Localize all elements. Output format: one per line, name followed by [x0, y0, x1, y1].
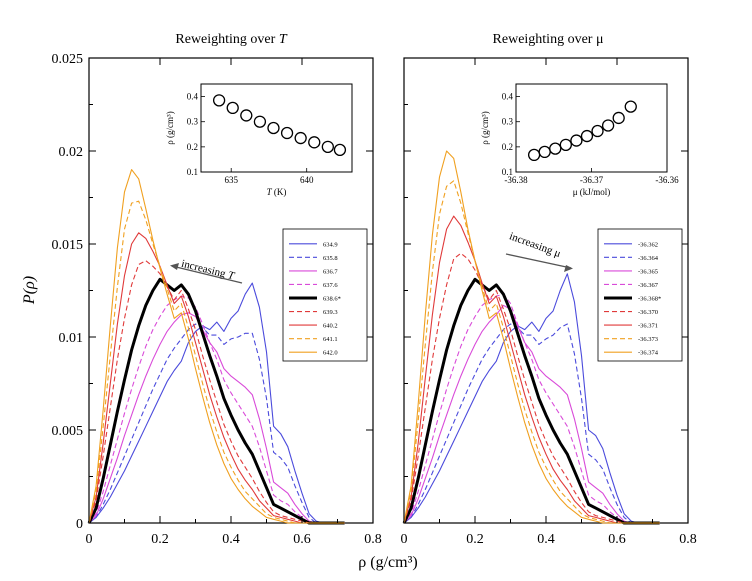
inset-y-tick-label: 0.2	[187, 142, 198, 152]
inset-point	[294, 131, 307, 145]
legend-label: 634.9	[323, 241, 338, 248]
x-tick-label: 0.2	[151, 532, 169, 547]
legend-label: -36.367	[638, 282, 659, 289]
series-line-0	[88, 282, 345, 524]
legend-label: -36.373	[638, 336, 658, 343]
inset-point	[333, 143, 347, 157]
y-tick-label: 0.005	[52, 424, 84, 439]
inset-point	[212, 94, 226, 107]
legend-label: -36.374	[638, 350, 659, 357]
y-tick-label: 0	[76, 517, 83, 532]
y-axis-title: P(ρ)	[21, 276, 38, 305]
inset-y-label: ρ (g/cm³)	[480, 111, 490, 144]
x-tick-label: 0	[86, 532, 93, 547]
x-tick-label: 0.4	[222, 532, 240, 547]
legend-label: -36.365	[638, 268, 658, 275]
inset-point	[280, 126, 294, 140]
inset-point	[253, 115, 267, 128]
y-tick-label: 0.02	[59, 145, 84, 160]
panel-reweighting-over-T: Reweighting over T 0 0.2 0.4 0.6 0.8 0 0.005 0.…	[52, 32, 382, 547]
inset-point	[240, 109, 253, 122]
legend-label: 638.6*	[323, 296, 341, 303]
y-tick-label: 0.015	[52, 238, 84, 253]
series-line-3	[88, 295, 345, 524]
inset-point	[226, 101, 239, 115]
inset-point	[321, 140, 334, 154]
inset: -36.38 -36.37 -36.36 0.1 0.2 0.3 0.4 μ (kJ/mol)…	[480, 83, 679, 197]
inset-x-tick-label: 640	[300, 175, 314, 185]
inset-point	[624, 100, 637, 113]
panel-reweighting-over-mu: Reweighting over μ 0 0.2 0.4 0.6 0.8 increas…	[401, 32, 697, 547]
legend-label: 639.3	[323, 309, 338, 316]
annotation-layer: increasing T	[170, 258, 243, 284]
inset-y-tick-label: 0.3	[187, 117, 199, 127]
y-tick-label: 0.01	[59, 331, 84, 346]
x-axis-title: ρ (g/cm³)	[358, 554, 417, 571]
series-line-1	[88, 323, 345, 524]
legend-label: 642.0	[323, 350, 338, 357]
inset-x-tick-label: -36.36	[655, 175, 679, 185]
annotation-arrow-head	[170, 263, 179, 270]
inset-x-tick-label: -36.38	[504, 175, 528, 185]
series-line-2	[88, 312, 345, 524]
inset-y-label: ρ (g/cm³)	[165, 111, 175, 144]
y-tick-label: 0.025	[52, 52, 84, 67]
inset-point	[601, 119, 615, 132]
tick-layer: 0 0.2 0.4 0.6 0.8	[401, 57, 697, 547]
annotation-arrow-head	[564, 265, 573, 272]
panel-title: Reweighting over μ	[493, 32, 604, 47]
inset-point	[549, 142, 562, 155]
inset-y-tick-label: 0.1	[187, 167, 198, 177]
x-tick-label: 0.6	[608, 532, 626, 547]
inset-y-tick-label: 0.4	[502, 92, 514, 102]
inset-point	[612, 111, 625, 125]
series-line-1	[403, 323, 660, 524]
inset-x-tick-label: 635	[224, 175, 238, 185]
legend-label: 640.2	[323, 323, 338, 330]
legend: -36.362 -36.364 -36.365 -36.367 -36.368* -36.…	[597, 228, 683, 362]
legend-label: -36.370	[638, 309, 658, 316]
legend-label: -36.371	[638, 323, 658, 330]
inset-x-label: μ (kJ/mol)	[573, 187, 611, 197]
legend-label: -36.364	[638, 255, 659, 262]
inset-point	[527, 148, 541, 162]
series-line-2	[403, 304, 660, 524]
inset-point	[580, 129, 594, 143]
inset-point	[591, 124, 604, 138]
x-tick-label: 0.2	[466, 532, 484, 547]
x-tick-label: 0.4	[537, 532, 555, 547]
panel-title: Reweighting over T	[175, 32, 287, 47]
x-tick-label: 0.8	[679, 532, 697, 547]
inset-y-tick-label: 0.1	[502, 167, 513, 177]
annotation-arrow	[505, 253, 572, 269]
inset-y-tick-label: 0.3	[502, 117, 514, 127]
inset-point	[267, 121, 280, 135]
legend-label: 635.8	[323, 255, 338, 262]
x-tick-label: 0	[401, 532, 408, 547]
legend-label: -36.368*	[638, 296, 661, 303]
annotation-layer: increasing μ	[505, 230, 573, 272]
legend-label: 637.6	[323, 282, 338, 289]
x-tick-label: 0.8	[364, 532, 382, 547]
legend: 634.9 635.8 636.7 637.6 638.6* 639.3 640.2 641.…	[282, 228, 368, 362]
tick-layer: 0 0.2 0.4 0.6 0.8 0 0.005 0.01 0.015 0.02 0.025	[52, 52, 382, 547]
x-tick-label: 0.6	[293, 532, 311, 547]
legend-label: -36.362	[638, 241, 658, 248]
series-line-0	[403, 273, 660, 524]
inset-point	[538, 145, 551, 159]
inset: 635 640 0.1 0.2 0.3 0.4 T (K) ρ (g/cm³)	[165, 83, 353, 197]
annotation-arrow	[171, 265, 243, 284]
inset-point	[308, 136, 321, 149]
legend-label: 641.1	[323, 336, 338, 343]
inset-x-label: T (K)	[267, 187, 287, 197]
inset-x-tick-label: -36.37	[580, 175, 604, 185]
inset-point	[570, 134, 583, 147]
inset-point	[559, 138, 572, 151]
legend-label: 636.7	[323, 268, 338, 275]
inset-frame	[515, 83, 668, 173]
inset-y-tick-label: 0.4	[187, 92, 199, 102]
inset-y-tick-label: 0.2	[502, 142, 513, 152]
